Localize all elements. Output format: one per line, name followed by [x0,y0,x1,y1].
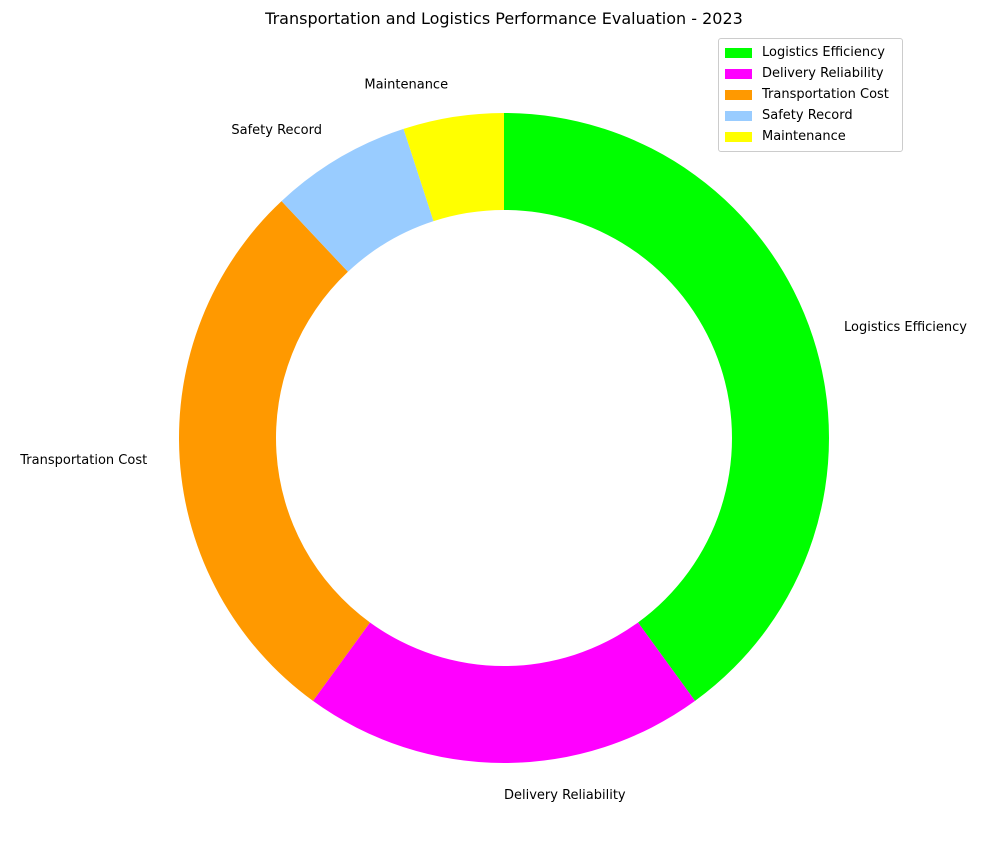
legend-swatch [725,89,752,100]
chart-title: Transportation and Logistics Performance… [264,9,743,28]
legend-label: Delivery Reliability [762,66,884,81]
legend-label: Transportation Cost [762,87,889,102]
chart-legend: Logistics Efficiency Delivery Reliability… [718,38,903,152]
slice-maintenance [403,113,504,222]
slice-label-maintenance: Maintenance [364,77,448,92]
slice-label-logistics-efficiency: Logistics Efficiency [844,320,967,335]
legend-swatch [725,68,752,79]
legend-swatch [725,47,752,58]
legend-item-safety-record: Safety Record [725,105,896,126]
slice-label-delivery-reliability: Delivery Reliability [504,788,626,803]
legend-swatch [725,110,752,121]
donut-slices [178,113,830,764]
legend-item-logistics-efficiency: Logistics Efficiency [725,42,896,63]
slice-label-safety-record: Safety Record [231,123,322,138]
legend-label: Maintenance [762,129,846,144]
slice-label-transportation-cost: Transportation Cost [19,453,147,468]
slice-logistics-efficiency [504,113,830,701]
legend-label: Logistics Efficiency [762,45,885,60]
slice-safety-record [281,128,434,272]
slice-delivery-reliability [312,622,696,764]
legend-item-transportation-cost: Transportation Cost [725,84,896,105]
legend-label: Safety Record [762,108,853,123]
slice-transportation-cost [178,201,370,701]
legend-item-maintenance: Maintenance [725,126,896,147]
legend-swatch [725,131,752,142]
slice-labels: Logistics Efficiency Delivery Reliability… [19,77,967,803]
legend-item-delivery-reliability: Delivery Reliability [725,63,896,84]
